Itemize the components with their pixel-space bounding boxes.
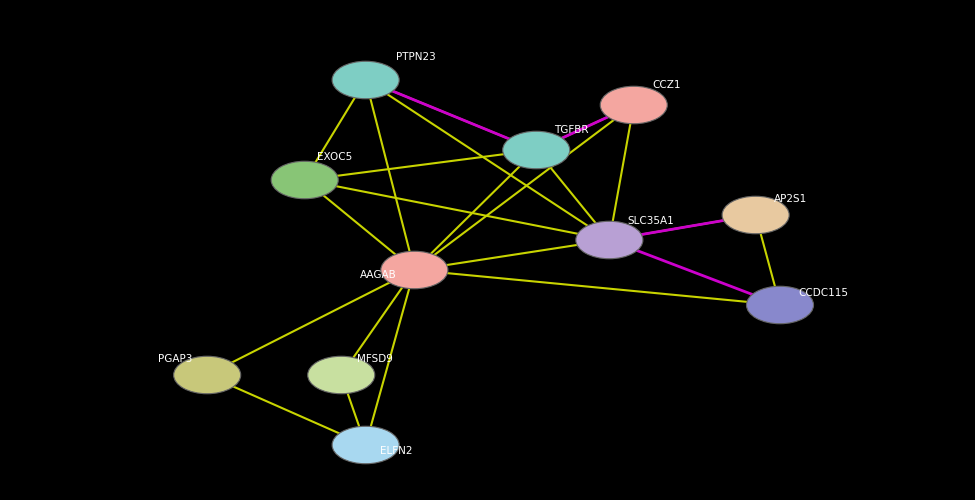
Text: SLC35A1: SLC35A1 — [628, 216, 675, 226]
Ellipse shape — [503, 131, 569, 169]
Ellipse shape — [381, 251, 448, 289]
Text: AAGAB: AAGAB — [360, 270, 396, 280]
Ellipse shape — [576, 221, 643, 259]
Text: CCZ1: CCZ1 — [652, 80, 681, 90]
Text: EXOC5: EXOC5 — [317, 152, 352, 162]
Text: CCDC115: CCDC115 — [799, 288, 848, 298]
Ellipse shape — [332, 61, 399, 99]
Ellipse shape — [308, 356, 374, 394]
Text: TGFBR: TGFBR — [555, 125, 589, 135]
Ellipse shape — [174, 356, 241, 394]
Ellipse shape — [271, 161, 338, 198]
Ellipse shape — [747, 286, 813, 324]
Text: PTPN23: PTPN23 — [396, 52, 436, 62]
Text: AP2S1: AP2S1 — [774, 194, 807, 203]
Text: ELFN2: ELFN2 — [380, 446, 412, 456]
Text: MFSD9: MFSD9 — [357, 354, 393, 364]
Ellipse shape — [722, 196, 789, 234]
Text: PGAP3: PGAP3 — [158, 354, 193, 364]
Ellipse shape — [332, 426, 399, 464]
Ellipse shape — [601, 86, 667, 124]
